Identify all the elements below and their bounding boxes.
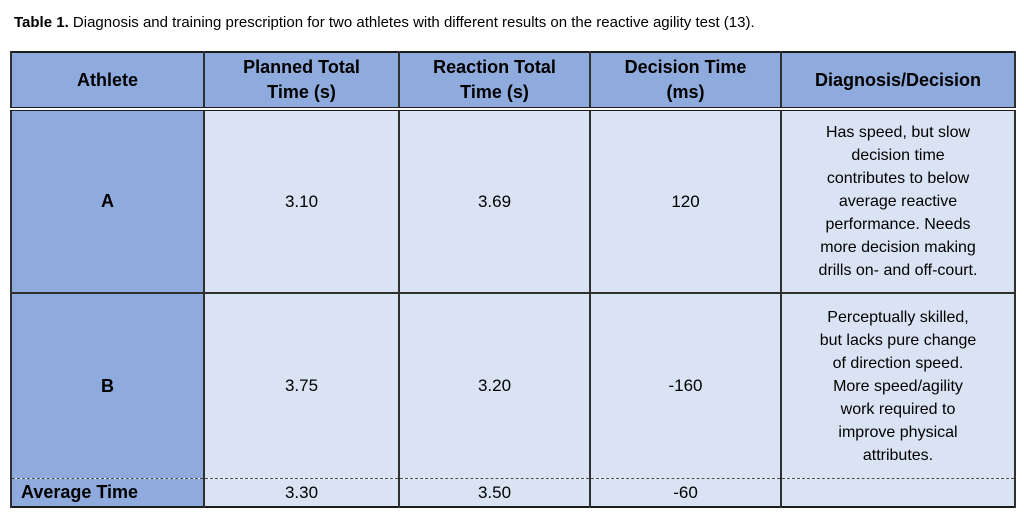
col-header-reaction-total-time: Reaction Total Time (s) (398, 52, 591, 111)
athlete-a-reaction-total-time: 3.69 (398, 109, 591, 294)
average-diagnosis-cell (780, 478, 1016, 507)
athlete-a-planned-total-time: 3.10 (203, 109, 400, 294)
caption-text: Diagnosis and training prescription for … (72, 14, 755, 31)
athlete-b-cell: B (10, 293, 205, 479)
average-planned-total-time: 3.30 (203, 478, 400, 507)
col-header-decision-time: Decision Time (ms) (589, 52, 782, 111)
average-time-label: Average Time (10, 478, 205, 507)
average-decision-time: -60 (589, 478, 782, 507)
col-header-decision-time-label: Decision Time (ms) (624, 57, 747, 102)
athlete-b-decision-time: -160 (589, 293, 782, 479)
col-header-planned-total-time-label: Planned Total Time (s) (243, 57, 360, 102)
col-header-reaction-total-time-label: Reaction Total Time (s) (433, 57, 556, 102)
table-row-athlete-b: B 3.75 3.20 -160 Perceptually skilled, b… (10, 293, 1016, 479)
average-reaction-total-time: 3.50 (398, 478, 591, 507)
col-header-diagnosis-decision-label: Diagnosis/Decision (814, 69, 982, 90)
col-header-planned-total-time: Planned Total Time (s) (203, 52, 400, 111)
results-table: Athlete Planned Total Time (s) Reaction … (10, 51, 1016, 508)
athlete-a-cell: A (10, 109, 205, 294)
table-row-athlete-a: A 3.10 3.69 120 Has speed, but slow deci… (10, 109, 1016, 294)
athlete-a-diagnosis: Has speed, but slow decision time contri… (780, 109, 1016, 294)
col-header-athlete: Athlete (10, 52, 205, 111)
table-row-average: Average Time 3.30 3.50 -60 (10, 478, 1016, 507)
col-header-athlete-label: Athlete (76, 69, 138, 90)
athlete-b-reaction-total-time: 3.20 (398, 293, 591, 479)
athlete-a-decision-time: 120 (589, 109, 782, 294)
athlete-b-diagnosis: Perceptually skilled, but lacks pure cha… (780, 293, 1016, 479)
col-header-diagnosis-decision: Diagnosis/Decision (780, 52, 1016, 111)
table-caption: Table 1. Diagnosis and training prescrip… (0, 0, 1024, 32)
header-row: Athlete Planned Total Time (s) Reaction … (10, 52, 1016, 111)
caption-label: Table 1. (14, 14, 69, 31)
athlete-b-planned-total-time: 3.75 (203, 293, 400, 479)
